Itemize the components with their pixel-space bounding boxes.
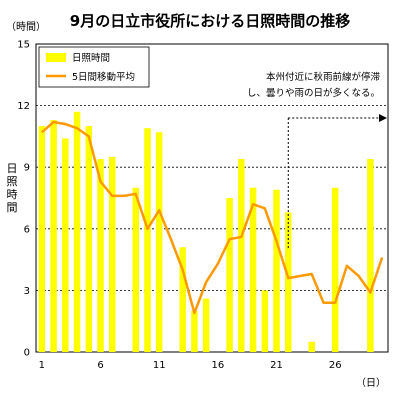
bar [50,119,57,353]
y-tick-label: 6 [24,224,30,235]
moving-average-series [41,120,384,315]
moving-average-line [41,120,384,315]
y-axis-label-char: 日 [7,162,18,175]
x-tick-label: 1 [39,360,45,371]
bar [132,187,139,352]
bar [273,189,280,352]
x-tick-label: 11 [153,360,166,371]
y-tick-label: 3 [24,286,30,297]
y-tick-label: 9 [24,163,30,174]
y-axis-unit: （時間） [6,21,46,33]
bar [261,290,269,352]
bar [38,126,46,352]
bar [144,128,151,352]
bar [202,298,210,352]
annotation-arrowhead [379,114,387,122]
x-tick-labels: 1 6 11 16 21 26 [39,360,342,371]
x-tick-label: 26 [329,360,342,371]
bar [85,126,93,352]
grid [36,105,388,291]
bar [367,158,374,352]
bar [191,310,198,352]
legend: 日照時間 5日間移動平均 [38,46,150,88]
bar [179,247,186,352]
x-tick-label: 6 [97,360,103,371]
bar [226,198,233,352]
bar [249,187,257,352]
annotation-line-1: 本州付近に秋雨前線が停滞 [266,71,381,83]
y-tick-labels: 0 3 6 9 12 15 [17,40,30,359]
bar [73,111,81,352]
bar [109,156,116,352]
legend-bar-swatch [46,53,66,62]
bar [238,158,245,352]
bar [62,138,69,352]
y-tick-label: 15 [17,40,30,51]
x-axis-unit: （日） [356,377,386,389]
legend-label-bar: 日照時間 [72,53,110,64]
y-axis-label-char: 照 [7,175,18,188]
bar [308,341,315,352]
annotation-line-2: し、曇りや雨の日が多くなる。 [247,87,380,99]
plot-area [35,43,389,353]
y-axis-label-char: 間 [7,201,18,214]
bar [97,158,104,352]
x-tick-label: 16 [211,360,224,371]
y-axis-label: 日照時間 [7,162,18,214]
y-tick-label: 12 [17,101,30,112]
bar [331,187,339,352]
bar [285,212,292,352]
y-tick-label: 0 [24,348,30,359]
chart-title: 9月の日立市役所における日照時間の推移 [70,12,350,30]
bar [155,132,163,352]
legend-label-line: 5日間移動平均 [72,71,135,83]
bar-series [38,111,374,353]
annotation: 本州付近に秋雨前線が停滞 し、曇りや雨の日が多くなる。 [247,71,387,250]
y-axis-label-char: 時 [7,188,18,201]
x-tick-label: 21 [270,360,283,371]
